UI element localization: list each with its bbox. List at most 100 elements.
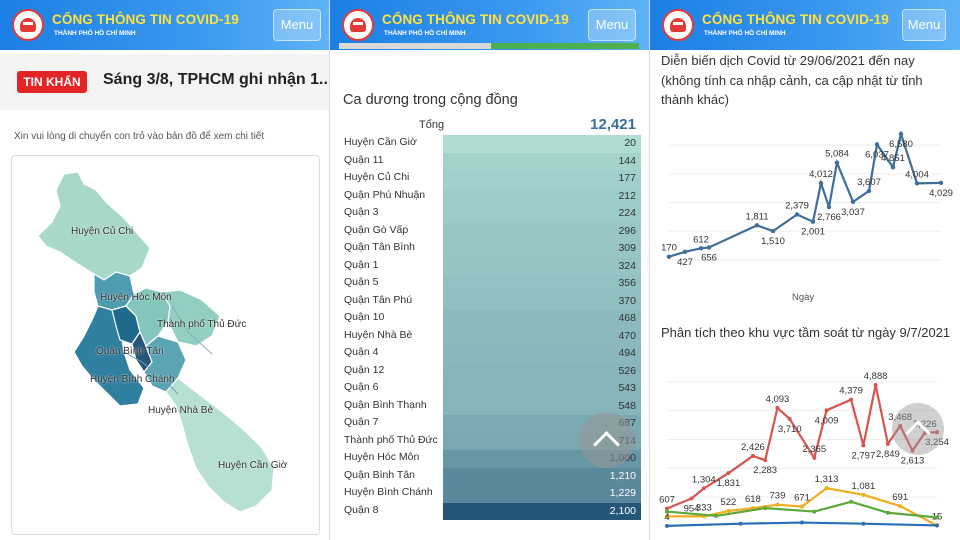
data-label: 6,037 — [865, 149, 889, 160]
data-point[interactable] — [861, 521, 866, 526]
site-subtitle: THÀNH PHỐ HỒ CHÍ MINH — [384, 30, 466, 37]
district-name: Quận 5 — [344, 276, 379, 288]
data-point[interactable] — [665, 506, 669, 511]
data-point[interactable] — [726, 471, 731, 476]
data-point[interactable] — [754, 223, 760, 228]
table-row[interactable]: Quận 8 2,100 — [339, 502, 641, 520]
table-row[interactable]: Quận 10 468 — [339, 310, 641, 328]
table-row[interactable]: Huyện Củ Chi 177 — [339, 170, 641, 188]
menu-button[interactable]: Menu — [273, 9, 321, 41]
data-point[interactable] — [861, 443, 866, 448]
site-title: CỔNG THÔNG TIN COVID-19 — [382, 12, 569, 27]
table-row[interactable]: Quận 5 356 — [339, 275, 641, 293]
data-point[interactable] — [824, 486, 829, 491]
data-point[interactable] — [890, 164, 896, 170]
data-point[interactable] — [714, 513, 719, 518]
tab-bar[interactable] — [339, 43, 639, 49]
data-point[interactable] — [763, 506, 768, 511]
data-point[interactable] — [898, 504, 903, 509]
menu-button[interactable]: Menu — [588, 9, 636, 41]
data-point[interactable] — [849, 499, 854, 504]
table-row[interactable]: Huyện Cần Giờ 20 — [339, 135, 641, 153]
data-point[interactable] — [873, 383, 878, 387]
data-point[interactable] — [866, 188, 872, 194]
logo-icon[interactable] — [12, 9, 44, 41]
logo-icon[interactable] — [342, 9, 374, 41]
data-point[interactable] — [665, 514, 669, 519]
data-label: 3,607 — [857, 177, 881, 188]
district-value: 526 — [443, 362, 641, 380]
data-label: 2,365 — [802, 444, 826, 455]
data-label: 5,084 — [825, 149, 849, 160]
data-point[interactable] — [698, 246, 704, 251]
district-value: 468 — [443, 310, 641, 328]
data-point[interactable] — [874, 142, 880, 147]
data-point[interactable] — [898, 131, 904, 137]
data-point[interactable] — [787, 416, 792, 421]
table-row[interactable]: Huyện Nhà Bè 470 — [339, 327, 641, 345]
data-point[interactable] — [682, 249, 688, 255]
table-row[interactable]: Quận Bình Thạnh 548 — [339, 397, 641, 415]
data-point[interactable] — [775, 502, 780, 507]
news-headline[interactable]: Sáng 3/8, TPHCM ghi nhận 1.... — [103, 71, 329, 88]
data-point[interactable] — [701, 486, 706, 491]
data-point[interactable] — [850, 199, 856, 205]
table-row[interactable]: Quận Gò Vấp 296 — [339, 222, 641, 240]
data-point[interactable] — [738, 521, 743, 526]
table-row[interactable]: Quận 12 526 — [339, 362, 641, 380]
menu-button[interactable]: Menu — [902, 9, 946, 41]
site-subtitle: THÀNH PHỐ HỒ CHÍ MINH — [704, 30, 786, 37]
data-point[interactable] — [770, 228, 776, 234]
table-row[interactable]: Quận Tân Bình 309 — [339, 240, 641, 258]
table-row[interactable]: Quận 1 324 — [339, 257, 641, 275]
data-point[interactable] — [810, 219, 816, 224]
data-point[interactable] — [849, 397, 854, 402]
data-point[interactable] — [812, 509, 817, 514]
district-name: Quận 11 — [344, 153, 384, 166]
data-point[interactable] — [689, 496, 694, 501]
scroll-to-top-button-2[interactable] — [892, 403, 944, 455]
data-point[interactable] — [935, 523, 939, 528]
data-point[interactable] — [666, 254, 672, 259]
trend-chart[interactable]: 07/07/202117/07/202127/07/2021 170427612… — [655, 120, 955, 270]
table-row[interactable]: Quận 3 224 — [339, 205, 641, 223]
data-point[interactable] — [775, 405, 780, 410]
data-point[interactable] — [665, 509, 669, 514]
data-point[interactable] — [834, 160, 840, 165]
data-point[interactable] — [824, 408, 829, 413]
data-point[interactable] — [938, 180, 944, 186]
data-point[interactable] — [885, 510, 890, 515]
map-svg[interactable] — [12, 156, 321, 536]
logo-icon[interactable] — [662, 9, 694, 41]
site-header: CỔNG THÔNG TIN COVID-19 THÀNH PHỐ HỒ CHÍ… — [650, 0, 960, 50]
data-point[interactable] — [818, 180, 824, 186]
area-chart[interactable]: 607 954 1,304 1,831 2,426 2,283 4,093 3,7102,36… — [655, 368, 955, 538]
data-label: 2,283 — [753, 465, 777, 476]
data-point[interactable] — [826, 204, 832, 210]
data-point[interactable] — [763, 458, 768, 463]
map-region-thu-duc — [161, 289, 221, 347]
data-point[interactable] — [800, 504, 804, 509]
table-row[interactable]: Quận Phú Nhuận 212 — [339, 187, 641, 205]
data-point[interactable] — [812, 455, 817, 460]
data-point[interactable] — [794, 212, 800, 217]
table-row[interactable]: Quận 4 494 — [339, 345, 641, 363]
table-row[interactable]: Quận 6 543 — [339, 380, 641, 398]
data-point[interactable] — [800, 520, 804, 525]
district-map[interactable]: Huyện Củ Chi Huyện Hóc Môn Thành phố Thủ… — [11, 155, 320, 535]
table-row[interactable]: Quận Tân Phú 370 — [339, 292, 641, 310]
tab-active-indicator — [491, 43, 639, 49]
data-point[interactable] — [706, 245, 712, 250]
table-row[interactable]: Quận Bình Tân 1,210 — [339, 467, 641, 485]
table-row[interactable]: Huyện Bình Chánh 1,229 — [339, 485, 641, 503]
scroll-to-top-button[interactable] — [579, 412, 635, 468]
data-point[interactable] — [935, 515, 939, 520]
chart2-series: 607 954 1,304 1,831 2,426 2,283 4,093 3,7102,36… — [659, 371, 949, 528]
data-point[interactable] — [726, 508, 731, 513]
data-point[interactable] — [665, 523, 669, 528]
data-point[interactable] — [750, 454, 755, 459]
data-point[interactable] — [885, 441, 890, 446]
table-row[interactable]: Quận 11 144 — [339, 152, 641, 170]
data-point[interactable] — [861, 492, 866, 497]
data-point[interactable] — [914, 181, 920, 186]
